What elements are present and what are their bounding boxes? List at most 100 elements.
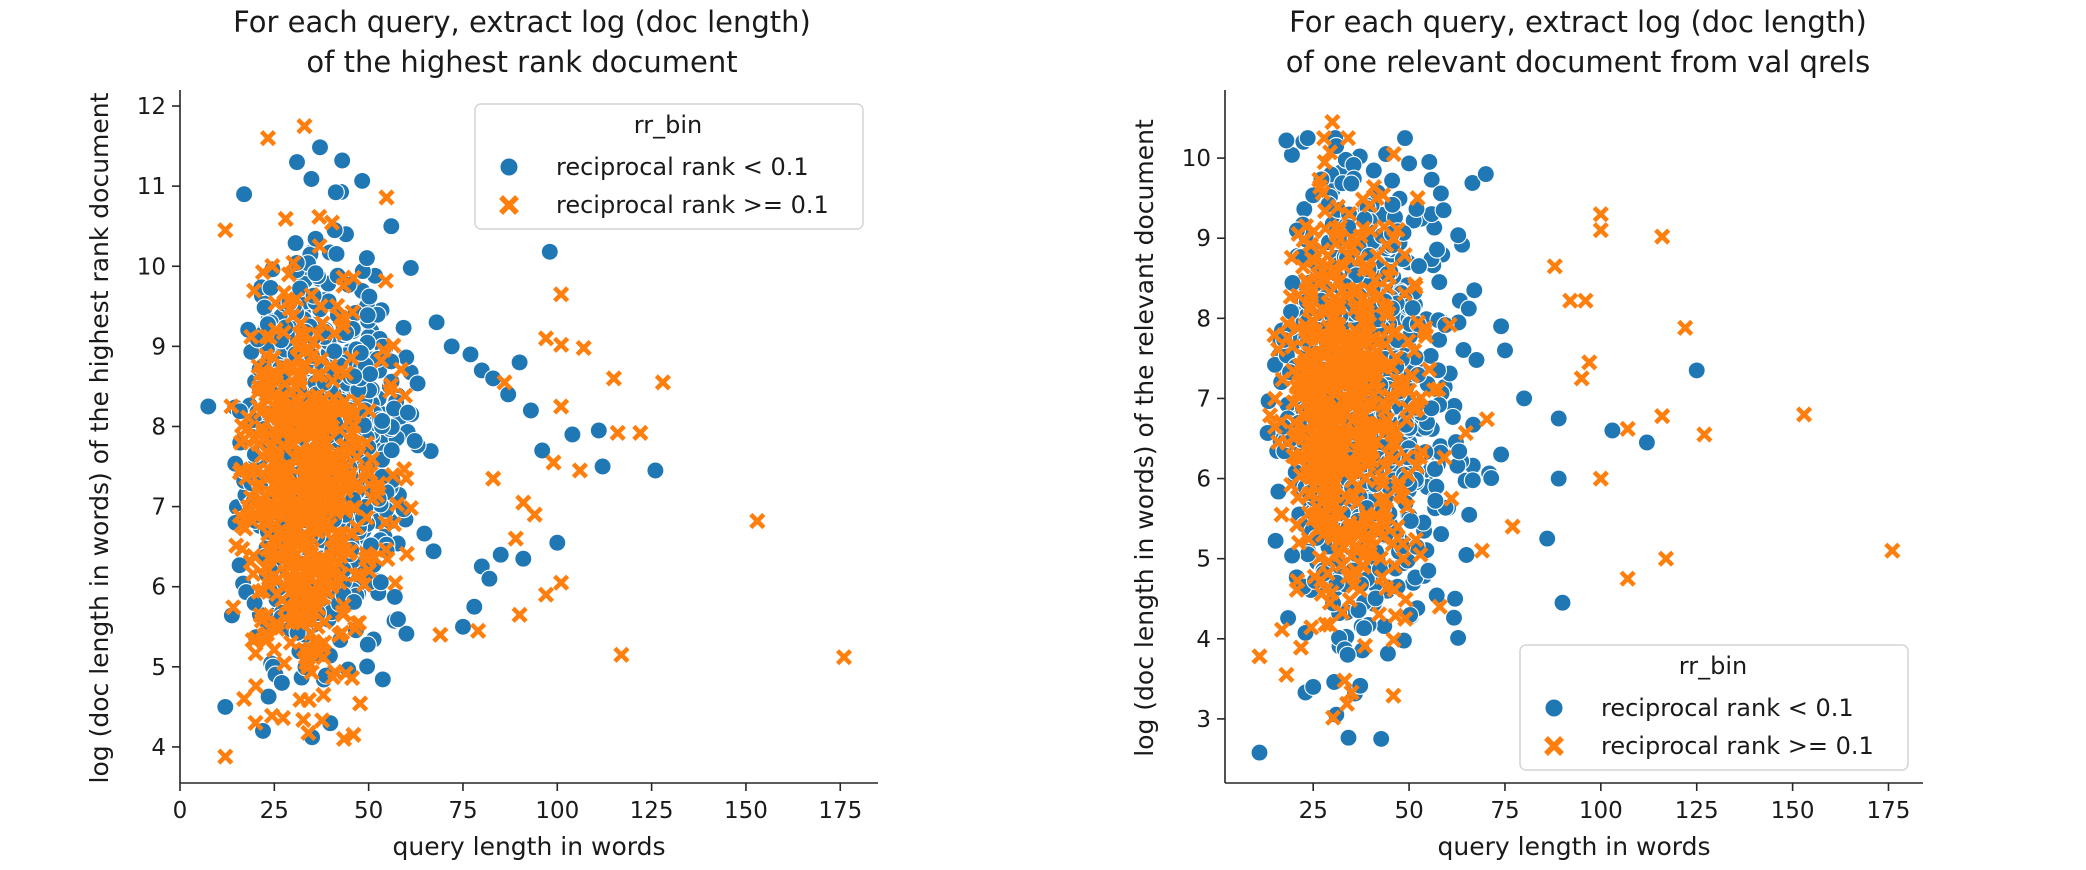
chart-right-point-rr-lt-0.1 bbox=[1277, 131, 1296, 150]
chart-left-point-rr-ge-0.1 bbox=[303, 287, 320, 304]
chart-left-point-rr-ge-0.1 bbox=[396, 387, 414, 404]
chart-left-point-rr-ge-0.1 bbox=[260, 526, 277, 543]
chart-left-point-rr-ge-0.1 bbox=[553, 286, 570, 303]
chart-left-y-ticks: 4 5 6 7 8 9 10 11 12 bbox=[137, 94, 180, 761]
chart-left-point-rr-ge-0.1 bbox=[282, 551, 299, 568]
chart-left-point-rr-ge-0.1 bbox=[537, 586, 555, 603]
chart-left-point-rr-ge-0.1 bbox=[292, 315, 310, 332]
chart-left-point-rr-ge-0.1 bbox=[273, 475, 290, 492]
chart-left-legend-marker-x bbox=[499, 195, 519, 215]
chart-left-point-rr-ge-0.1 bbox=[553, 336, 570, 353]
chart-left: For each query, extract log (doc length)… bbox=[85, 5, 878, 861]
chart-left-point-rr-ge-0.1 bbox=[338, 482, 355, 500]
chart-right-point-rr-lt-0.1 bbox=[1364, 161, 1383, 180]
chart-left-point-rr-lt-0.1 bbox=[310, 138, 330, 157]
chart-left-point-rr-ge-0.1 bbox=[241, 462, 258, 479]
chart-left-point-rr-ge-0.1 bbox=[361, 476, 378, 493]
chart-left-point-rr-ge-0.1 bbox=[252, 491, 270, 508]
chart-right-point-rr-ge-0.1 bbox=[1654, 408, 1671, 425]
chart-left-point-rr-ge-0.1 bbox=[250, 583, 267, 600]
chart-right-title-line2: of one relevant document from val qrels bbox=[1286, 45, 1870, 79]
chart-right-point-rr-ge-0.1 bbox=[1324, 113, 1341, 131]
y-tick-label: 6 bbox=[151, 575, 166, 601]
chart-left-point-rr-lt-0.1 bbox=[415, 524, 434, 543]
chart-left-point-rr-ge-0.1 bbox=[277, 210, 294, 227]
chart-left-point-rr-lt-0.1 bbox=[398, 403, 417, 422]
chart-left-point-rr-ge-0.1 bbox=[293, 568, 310, 585]
chart-left-point-rr-ge-0.1 bbox=[337, 365, 354, 382]
chart-right-point-rr-lt-0.1 bbox=[1400, 154, 1419, 173]
chart-left-point-rr-lt-0.1 bbox=[259, 687, 278, 706]
chart-right-point-rr-lt-0.1 bbox=[1395, 129, 1415, 148]
chart-left-point-rr-ge-0.1 bbox=[272, 527, 289, 544]
chart-left-point-rr-ge-0.1 bbox=[335, 606, 352, 623]
chart-left-point-rr-lt-0.1 bbox=[360, 287, 379, 306]
chart-right-point-rr-lt-0.1 bbox=[1298, 129, 1317, 148]
chart-left-point-rr-lt-0.1 bbox=[540, 242, 559, 261]
y-tick-label: 3 bbox=[1196, 707, 1211, 733]
chart-left-point-rr-ge-0.1 bbox=[385, 516, 403, 533]
chart-left-point-rr-ge-0.1 bbox=[293, 507, 310, 524]
chart-left-point-rr-lt-0.1 bbox=[287, 153, 307, 172]
chart-left-point-rr-ge-0.1 bbox=[507, 530, 524, 547]
chart-left-point-rr-ge-0.1 bbox=[382, 382, 399, 400]
chart-right-point-rr-ge-0.1 bbox=[1581, 354, 1598, 371]
chart-left-legend-marker-circle bbox=[499, 157, 519, 177]
chart-left-point-rr-ge-0.1 bbox=[296, 118, 313, 135]
chart-left-point-rr-ge-0.1 bbox=[303, 348, 320, 365]
chart-left-point-rr-ge-0.1 bbox=[276, 458, 293, 475]
chart-left-point-rr-lt-0.1 bbox=[397, 624, 416, 643]
chart-left-point-rr-ge-0.1 bbox=[322, 357, 339, 375]
chart-left-point-rr-ge-0.1 bbox=[247, 645, 264, 662]
chart-left-point-rr-ge-0.1 bbox=[245, 565, 262, 582]
chart-right-point-rr-ge-0.1 bbox=[1577, 292, 1594, 309]
x-tick-label: 125 bbox=[630, 798, 674, 824]
chart-left-point-rr-ge-0.1 bbox=[223, 398, 240, 415]
chart-right-point-rr-ge-0.1 bbox=[1273, 621, 1291, 638]
chart-left-point-rr-ge-0.1 bbox=[280, 293, 297, 310]
chart-left-point-rr-ge-0.1 bbox=[250, 358, 267, 375]
x-tick-label: 125 bbox=[1675, 798, 1719, 824]
y-tick-label: 5 bbox=[151, 655, 166, 681]
chart-left-point-rr-ge-0.1 bbox=[232, 434, 249, 451]
y-tick-label: 6 bbox=[1196, 467, 1211, 493]
chart-left-legend-frame bbox=[474, 103, 864, 230]
chart-left-point-rr-lt-0.1 bbox=[382, 441, 401, 460]
chart-left-point-rr-ge-0.1 bbox=[342, 525, 359, 542]
x-tick-label: 150 bbox=[724, 798, 768, 824]
chart-left-point-rr-lt-0.1 bbox=[382, 217, 401, 236]
chart-left-point-rr-ge-0.1 bbox=[274, 591, 291, 608]
chart-right-legend: rr_bin reciprocal rank < 0.1 reciprocal … bbox=[1519, 644, 1909, 771]
chart-left-point-rr-ge-0.1 bbox=[356, 576, 373, 593]
chart-right-y-ticks: 3 4 5 6 7 8 9 10 bbox=[1182, 146, 1225, 733]
chart-left-point-rr-lt-0.1 bbox=[358, 306, 377, 325]
chart-left-point-rr-ge-0.1 bbox=[364, 451, 381, 468]
chart-left-point-rr-ge-0.1 bbox=[289, 349, 306, 367]
chart-left-point-rr-lt-0.1 bbox=[424, 542, 443, 561]
x-tick-label: 50 bbox=[1394, 798, 1423, 824]
chart-left-point-rr-lt-0.1 bbox=[371, 573, 390, 592]
chart-left-point-rr-lt-0.1 bbox=[646, 461, 665, 480]
chart-left-point-rr-lt-0.1 bbox=[358, 657, 377, 676]
y-tick-label: 8 bbox=[1196, 306, 1211, 332]
chart-right-point-rr-ge-0.1 bbox=[1796, 406, 1813, 423]
chart-left-point-rr-lt-0.1 bbox=[199, 397, 218, 416]
chart-left-point-rr-lt-0.1 bbox=[491, 545, 510, 564]
chart-left-point-rr-ge-0.1 bbox=[270, 498, 287, 515]
y-tick-label: 10 bbox=[137, 254, 166, 280]
chart-left-point-rr-ge-0.1 bbox=[261, 577, 278, 594]
chart-left-point-rr-ge-0.1 bbox=[269, 620, 286, 637]
chart-right-point-rr-lt-0.1 bbox=[1409, 257, 1429, 276]
chart-right-point-rr-ge-0.1 bbox=[1696, 426, 1713, 443]
chart-left-point-rr-ge-0.1 bbox=[324, 372, 342, 389]
chart-left-point-rr-lt-0.1 bbox=[408, 374, 427, 393]
chart-left-point-rr-ge-0.1 bbox=[511, 606, 528, 623]
chart-right-point-rr-lt-0.1 bbox=[1492, 317, 1511, 336]
chart-right-point-rr-lt-0.1 bbox=[1250, 743, 1269, 762]
chart-left-point-rr-ge-0.1 bbox=[289, 593, 306, 611]
chart-left-point-rr-ge-0.1 bbox=[314, 712, 331, 729]
chart-left-point-rr-ge-0.1 bbox=[278, 416, 295, 433]
chart-left-point-rr-ge-0.1 bbox=[571, 462, 588, 479]
chart-left-point-rr-lt-0.1 bbox=[510, 353, 529, 372]
chart-left-point-rr-ge-0.1 bbox=[515, 494, 532, 511]
